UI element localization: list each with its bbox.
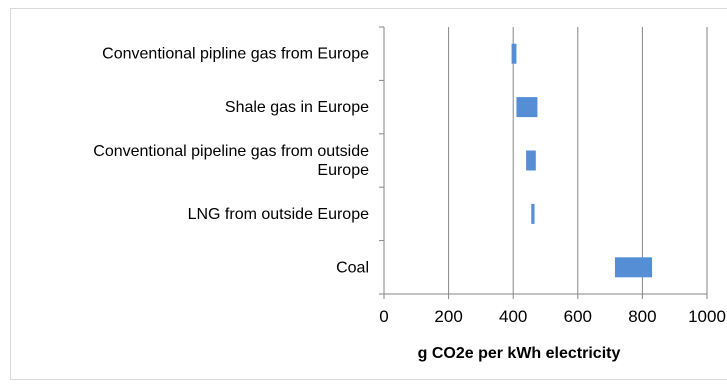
category-label: Europe (317, 162, 369, 179)
range-bar (516, 97, 538, 118)
gridlines (448, 27, 708, 294)
x-axis-title: g CO2e per kWh electricity (418, 345, 621, 362)
range-bar (511, 43, 517, 64)
x-tick-label: 0 (379, 307, 388, 326)
x-tick-label: 200 (434, 307, 462, 326)
bars (511, 43, 653, 278)
x-tick-labels: 0 200 400 600 800 1000 (379, 307, 726, 326)
range-bar (614, 257, 653, 278)
x-tick-label: 1000 (688, 307, 726, 326)
chart-frame (10, 8, 727, 380)
category-label: Coal (336, 259, 369, 276)
category-label: Conventional pipeline gas from outside (93, 143, 369, 160)
category-label: Shale gas in Europe (225, 99, 369, 116)
x-tick-label: 600 (564, 307, 592, 326)
x-tick-label: 400 (499, 307, 527, 326)
range-bar (526, 150, 536, 171)
range-bar (531, 203, 535, 224)
category-label: LNG from outside Europe (188, 206, 370, 223)
category-label: Conventional pipline gas from Europe (102, 46, 369, 63)
category-labels: Conventional pipline gas from Europe Shal… (93, 46, 369, 277)
axes (379, 26, 708, 299)
x-tick-label: 800 (628, 307, 656, 326)
